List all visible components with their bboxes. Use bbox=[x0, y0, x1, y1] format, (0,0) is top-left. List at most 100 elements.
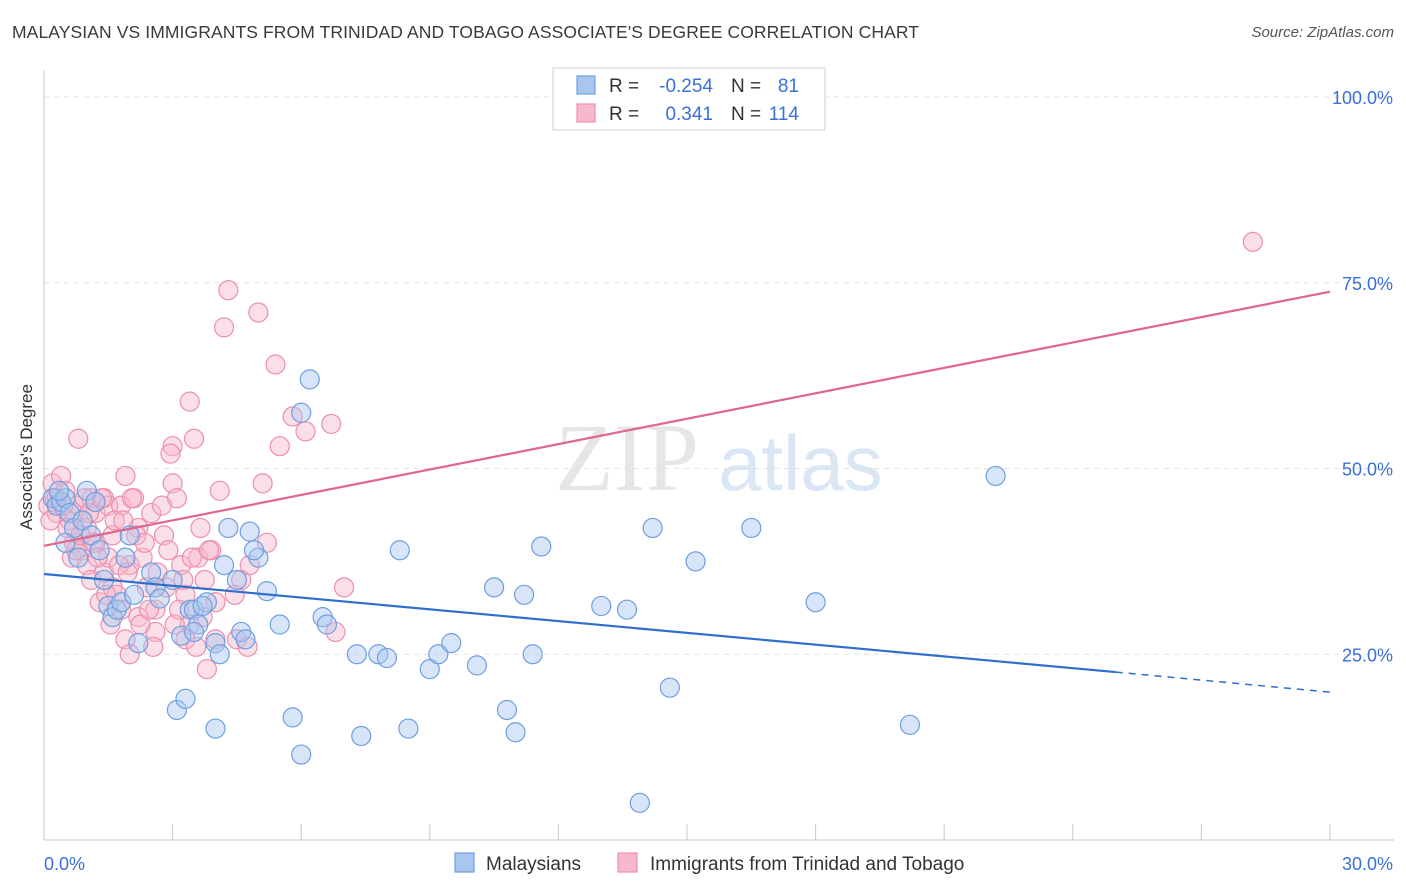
legend-r-value-1: -0.254 bbox=[659, 76, 713, 97]
legend-box bbox=[552, 67, 826, 131]
point-trinidad bbox=[333, 577, 355, 598]
point-trinidad bbox=[119, 644, 140, 665]
y-tick-label: 50.0% bbox=[1342, 460, 1393, 480]
point-trinidad bbox=[1242, 231, 1263, 252]
point-trinidad bbox=[175, 584, 196, 605]
point-malaysian bbox=[659, 677, 680, 698]
legend-r-label-1: R = bbox=[609, 76, 639, 97]
point-trinidad bbox=[188, 547, 209, 568]
trend-line-trinidad bbox=[43, 290, 1331, 547]
legend-n-value-2: 114 bbox=[769, 104, 800, 125]
point-malaysian bbox=[441, 633, 462, 654]
point-malaysian bbox=[166, 699, 187, 721]
legend-swatch-pink bbox=[576, 103, 596, 123]
legend-n-label-1: N = bbox=[731, 76, 761, 97]
point-trinidad bbox=[104, 510, 125, 531]
point-malaysian bbox=[505, 722, 526, 743]
legend-swatch-blue bbox=[576, 75, 596, 95]
point-trinidad bbox=[183, 428, 205, 449]
point-trinidad bbox=[111, 599, 132, 620]
point-trinidad bbox=[237, 636, 258, 657]
point-malaysian bbox=[85, 491, 106, 513]
legend-label-trinidad: Immigrants from Trinidad and Tobago bbox=[650, 854, 964, 875]
point-malaysian bbox=[419, 659, 440, 680]
point-trinidad bbox=[171, 554, 192, 576]
point-malaysian bbox=[389, 540, 410, 561]
point-trinidad bbox=[145, 599, 166, 620]
point-malaysian bbox=[141, 562, 162, 583]
point-malaysian bbox=[376, 647, 398, 669]
trend-line-malaysians-extrapolated bbox=[1115, 671, 1331, 693]
point-trinidad bbox=[269, 436, 290, 457]
point-trinidad bbox=[256, 532, 278, 553]
point-trinidad bbox=[205, 592, 226, 613]
legend-swatch-trinidad bbox=[617, 852, 638, 873]
point-trinidad bbox=[132, 547, 153, 568]
point-trinidad bbox=[252, 473, 273, 494]
point-malaysian bbox=[591, 595, 612, 617]
point-malaysian bbox=[985, 465, 1006, 487]
point-malaysian bbox=[741, 517, 762, 539]
point-trinidad bbox=[186, 636, 207, 657]
point-malaysian bbox=[128, 633, 149, 654]
point-malaysian bbox=[239, 521, 260, 542]
y-tick-label: 100.0% bbox=[1332, 88, 1393, 108]
y-tick-labels: 25.0% 50.0% 75.0% 100.0% bbox=[1332, 88, 1393, 665]
axes bbox=[43, 70, 1394, 841]
point-trinidad bbox=[128, 606, 149, 628]
legend-n-label-2: N = bbox=[731, 104, 761, 125]
point-malaysian bbox=[484, 577, 505, 598]
point-malaysian bbox=[316, 614, 338, 635]
point-malaysian bbox=[59, 502, 80, 524]
point-malaysian bbox=[642, 517, 663, 539]
point-malaysian bbox=[531, 536, 552, 557]
point-malaysian bbox=[235, 629, 256, 650]
point-malaysian bbox=[145, 577, 166, 598]
point-malaysian bbox=[226, 569, 247, 591]
point-malaysian bbox=[522, 644, 543, 665]
point-malaysian bbox=[291, 744, 312, 765]
point-trinidad bbox=[121, 488, 142, 509]
point-malaysian bbox=[291, 402, 312, 423]
point-trinidad bbox=[196, 659, 217, 680]
point-trinidad bbox=[194, 569, 215, 591]
point-malaysian bbox=[209, 644, 230, 665]
point-malaysian bbox=[115, 547, 136, 568]
point-malaysian bbox=[192, 595, 213, 617]
point-malaysian bbox=[213, 554, 235, 576]
point-malaysian bbox=[299, 369, 320, 390]
point-malaysian bbox=[616, 599, 638, 620]
point-trinidad bbox=[66, 540, 87, 561]
point-malaysian bbox=[123, 584, 145, 605]
y-axis-title: Associate's Degree bbox=[17, 384, 36, 530]
point-trinidad bbox=[213, 317, 235, 338]
point-trinidad bbox=[68, 428, 89, 449]
point-trinidad bbox=[55, 480, 76, 501]
point-trinidad bbox=[40, 510, 61, 531]
point-trinidad bbox=[168, 599, 190, 620]
point-trinidad bbox=[295, 421, 316, 442]
point-trinidad bbox=[85, 502, 106, 524]
point-malaysian bbox=[205, 718, 226, 739]
point-trinidad bbox=[151, 495, 172, 516]
point-trinidad bbox=[239, 554, 260, 576]
point-trinidad bbox=[181, 547, 202, 568]
point-malaysian bbox=[685, 551, 706, 572]
point-trinidad bbox=[98, 547, 119, 568]
x-tick-labels: 0.0% 30.0% bbox=[44, 854, 1393, 874]
point-malaysian bbox=[243, 540, 265, 561]
watermark-atlas: atlas bbox=[718, 419, 883, 507]
trend-line-malaysians bbox=[43, 572, 1116, 674]
point-malaysian bbox=[282, 707, 303, 728]
point-trinidad bbox=[158, 540, 179, 561]
legend-r-value-2: 0.341 bbox=[665, 104, 713, 125]
point-malaysian bbox=[428, 644, 449, 665]
point-malaysian bbox=[398, 718, 419, 739]
legend-swatch-malaysians bbox=[454, 852, 475, 873]
y-tick-label: 75.0% bbox=[1342, 274, 1393, 294]
point-trinidad bbox=[209, 480, 230, 501]
point-malaysian bbox=[218, 517, 239, 539]
point-trinidad bbox=[164, 614, 185, 635]
point-trinidad bbox=[179, 391, 200, 412]
